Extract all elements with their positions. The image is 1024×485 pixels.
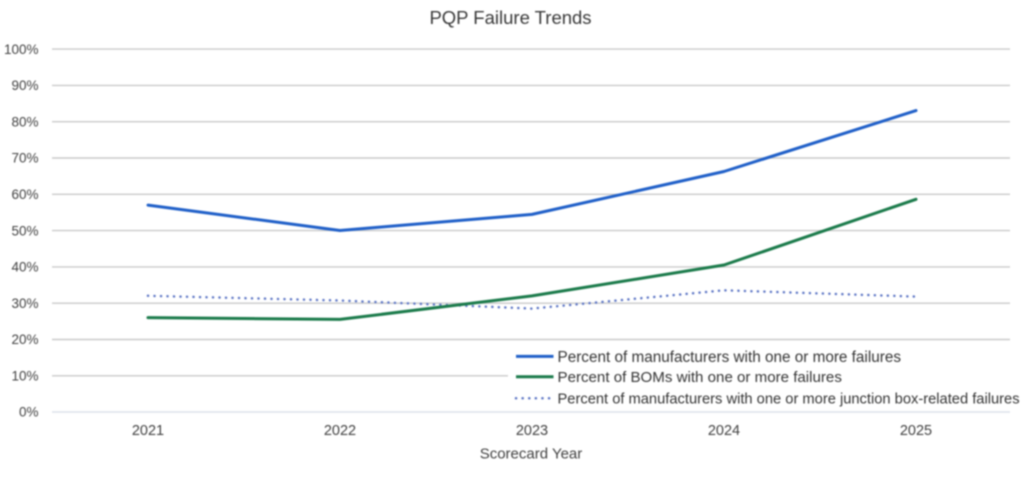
svg-text:30%: 30%	[11, 296, 38, 311]
svg-text:50%: 50%	[11, 223, 38, 238]
svg-text:80%: 80%	[11, 114, 38, 129]
svg-text:2021: 2021	[132, 423, 164, 439]
svg-text:2022: 2022	[324, 423, 356, 439]
svg-text:Percent of manufacturers with: Percent of manufacturers with one or mor…	[558, 349, 902, 366]
svg-text:100%: 100%	[4, 42, 39, 57]
svg-text:40%: 40%	[11, 260, 38, 275]
svg-text:0%: 0%	[19, 405, 39, 420]
svg-text:2024: 2024	[708, 423, 740, 439]
svg-text:60%: 60%	[11, 187, 38, 202]
svg-text:20%: 20%	[11, 332, 38, 347]
svg-text:70%: 70%	[11, 151, 38, 166]
svg-text:PQP Failure Trends: PQP Failure Trends	[429, 7, 591, 28]
svg-text:2025: 2025	[900, 423, 932, 439]
svg-text:10%: 10%	[11, 369, 38, 384]
svg-text:2023: 2023	[516, 423, 548, 439]
svg-text:90%: 90%	[11, 78, 38, 93]
svg-text:Percent of BOMs with one or mo: Percent of BOMs with one or more failure…	[558, 369, 842, 386]
svg-text:Percent of manufacturers with: Percent of manufacturers with one or mor…	[558, 392, 1020, 408]
svg-text:Scorecard Year: Scorecard Year	[480, 446, 583, 463]
